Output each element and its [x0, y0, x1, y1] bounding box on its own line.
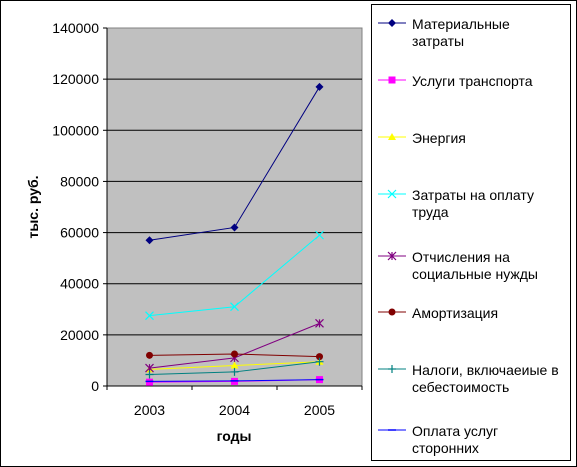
- series-6: [145, 357, 324, 379]
- plot-area: [106, 27, 363, 387]
- series-5: [146, 350, 323, 361]
- legend-label-7: Оплата услуг сторонних: [412, 423, 499, 456]
- legend-label-5: Амортизация: [412, 305, 499, 321]
- y-tick-label-3: 60000: [60, 225, 99, 241]
- series-layer: [145, 82, 324, 386]
- legend-swatch-6: [378, 365, 406, 373]
- y-tick-label-5: 100000: [52, 122, 99, 138]
- gridlines: [107, 78, 362, 336]
- y-tick-label-6: 120000: [52, 71, 99, 87]
- data-point-5-0: [146, 351, 153, 359]
- data-point-3-2: [315, 230, 324, 240]
- data-point-2-1: [230, 361, 239, 369]
- legend-label-3: Затраты на оплату труда: [412, 187, 534, 220]
- y-tick-label-0: 0: [91, 378, 99, 394]
- legend-swatch-marker-6: [388, 365, 396, 373]
- y-axis: 0 20000 40000 60000 80000 100000 120000 140000: [52, 20, 108, 394]
- y-tick-label-7: 140000: [52, 20, 99, 36]
- series-3: [145, 230, 324, 321]
- data-point-6-2: [315, 357, 324, 366]
- legend-swatch-marker-5: [388, 308, 396, 316]
- legend-label-0: Материальные затраты: [412, 16, 510, 49]
- series-7: [145, 378, 324, 383]
- data-point-5-1: [231, 350, 238, 358]
- legend-swatch-5: [378, 308, 406, 316]
- x-axis: 2003 2004 2005: [106, 385, 363, 418]
- y-tick-label-4: 80000: [60, 173, 99, 189]
- data-point-1-0: [146, 378, 153, 386]
- x-tick-label-2004: 2004: [219, 402, 250, 418]
- legend-swatch-marker-1: [388, 76, 396, 84]
- data-point-0-2: [315, 82, 324, 91]
- data-point-4-2: [315, 318, 324, 328]
- data-point-3-0: [145, 311, 154, 321]
- data-point-6-1: [230, 367, 239, 376]
- series-0: [145, 82, 324, 245]
- x-tick-label-2003: 2003: [134, 402, 165, 418]
- legend-swatch-4: [378, 251, 406, 261]
- legend-swatch-0: [378, 19, 406, 27]
- y-axis-title: тыс. руб.: [25, 175, 41, 238]
- legend-swatch-7: [378, 429, 406, 431]
- legend-swatch-1: [378, 76, 406, 84]
- data-point-0-1: [230, 223, 239, 232]
- legend-swatch-3: [378, 189, 406, 199]
- y-tick-label-1: 20000: [60, 327, 99, 343]
- legend: Материальные затраты Услуги транспорта Эне…: [371, 4, 571, 461]
- x-tick-label-2005: 2005: [304, 402, 335, 418]
- legend-label-6: Налоги, включаеиые в себестоимость: [412, 362, 559, 395]
- legend-label-2: Энергия: [412, 130, 466, 146]
- y-tick-label-2: 40000: [60, 276, 99, 292]
- legend-swatch-marker-2: [388, 133, 396, 140]
- legend-swatch-marker-4: [387, 251, 397, 261]
- legend-swatch-marker-0: [388, 19, 396, 27]
- legend-label-4: Отчисления на социальные нужды: [412, 249, 538, 282]
- data-point-5-2: [316, 353, 323, 361]
- legend-swatch-marker-3: [387, 189, 397, 199]
- legend-swatch-2: [378, 133, 406, 140]
- series-4: [145, 318, 324, 373]
- data-point-6-0: [145, 370, 154, 379]
- data-point-3-1: [230, 302, 239, 312]
- data-point-0-0: [145, 236, 154, 245]
- x-axis-title: годы: [217, 428, 252, 444]
- legend-label-1: Услуги транспорта: [412, 73, 533, 89]
